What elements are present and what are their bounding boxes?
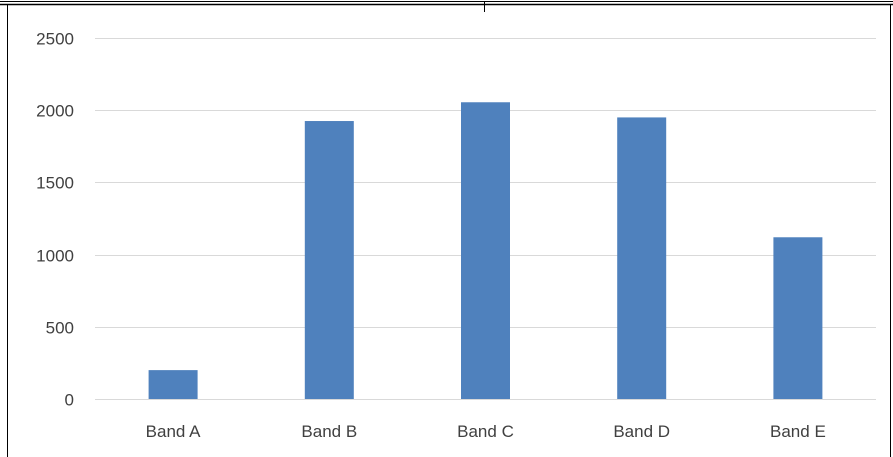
x-category-label: Band B <box>301 422 357 441</box>
bar-band-e <box>773 237 823 399</box>
y-tick-label: 1000 <box>36 247 74 266</box>
bar-band-d <box>617 117 667 400</box>
x-category-label: Band A <box>146 422 201 441</box>
x-axis-category-labels: Band A Band B Band C Band D Band E <box>146 422 826 441</box>
bar-band-b <box>304 121 354 399</box>
y-tick-label: 0 <box>65 391 74 410</box>
bar-band-c <box>461 102 510 400</box>
y-tick-label: 1500 <box>36 174 74 193</box>
x-category-label: Band D <box>613 422 670 441</box>
bars <box>148 102 823 400</box>
y-tick-label: 500 <box>46 319 74 338</box>
y-tick-label: 2500 <box>36 30 74 49</box>
y-tick-label: 2000 <box>36 102 74 121</box>
y-axis-tick-labels: 0 500 1000 1500 2000 2500 <box>36 30 74 410</box>
bar-band-a <box>148 370 198 399</box>
x-category-label: Band C <box>457 422 514 441</box>
x-category-label: Band E <box>770 422 826 441</box>
